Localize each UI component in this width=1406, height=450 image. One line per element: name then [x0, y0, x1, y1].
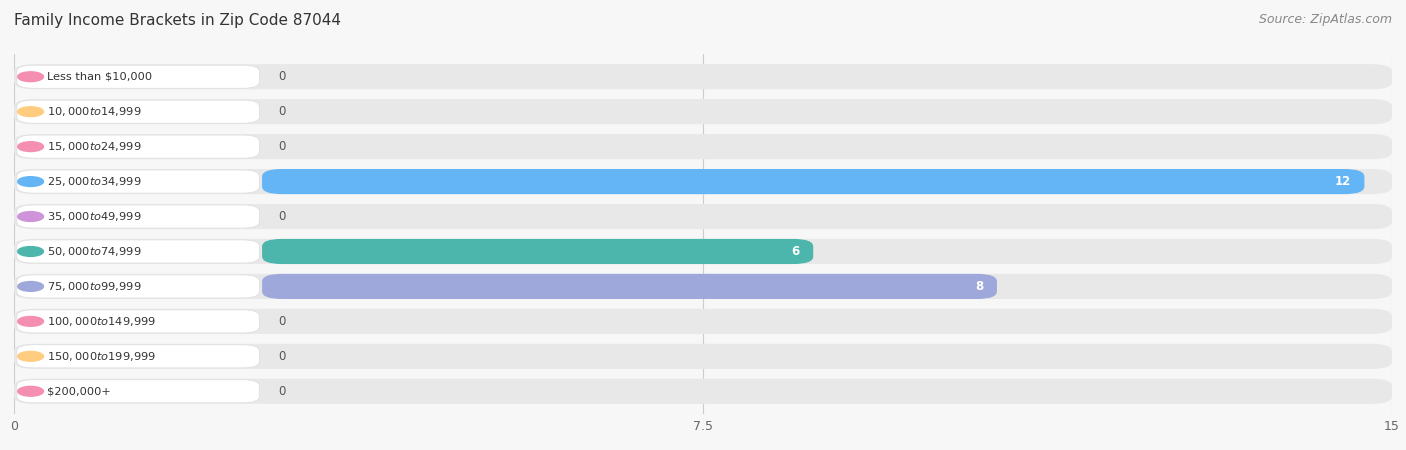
FancyBboxPatch shape [17, 205, 259, 228]
FancyBboxPatch shape [262, 169, 1364, 194]
Circle shape [18, 247, 44, 256]
FancyBboxPatch shape [14, 239, 1392, 264]
FancyBboxPatch shape [17, 170, 259, 193]
Text: $15,000 to $24,999: $15,000 to $24,999 [48, 140, 142, 153]
Text: 8: 8 [974, 280, 983, 293]
Circle shape [18, 212, 44, 221]
Text: 12: 12 [1334, 175, 1351, 188]
Text: 6: 6 [792, 245, 800, 258]
FancyBboxPatch shape [17, 100, 259, 123]
Circle shape [18, 177, 44, 186]
Text: $10,000 to $14,999: $10,000 to $14,999 [48, 105, 142, 118]
Text: 0: 0 [278, 350, 285, 363]
FancyBboxPatch shape [17, 310, 259, 333]
FancyBboxPatch shape [17, 240, 259, 263]
Text: $35,000 to $49,999: $35,000 to $49,999 [48, 210, 142, 223]
Text: $25,000 to $34,999: $25,000 to $34,999 [48, 175, 142, 188]
Text: $100,000 to $149,999: $100,000 to $149,999 [48, 315, 156, 328]
Circle shape [18, 351, 44, 361]
FancyBboxPatch shape [14, 379, 1392, 404]
Text: Less than $10,000: Less than $10,000 [48, 72, 152, 82]
FancyBboxPatch shape [262, 274, 997, 299]
Circle shape [18, 387, 44, 396]
FancyBboxPatch shape [14, 134, 1392, 159]
FancyBboxPatch shape [14, 204, 1392, 229]
FancyBboxPatch shape [17, 275, 259, 298]
Text: $200,000+: $200,000+ [48, 386, 111, 396]
Circle shape [18, 316, 44, 326]
FancyBboxPatch shape [14, 309, 1392, 334]
Text: 0: 0 [278, 70, 285, 83]
Text: Family Income Brackets in Zip Code 87044: Family Income Brackets in Zip Code 87044 [14, 14, 342, 28]
FancyBboxPatch shape [14, 344, 1392, 369]
FancyBboxPatch shape [14, 274, 1392, 299]
Circle shape [18, 72, 44, 81]
Text: $150,000 to $199,999: $150,000 to $199,999 [48, 350, 156, 363]
FancyBboxPatch shape [262, 239, 813, 264]
Circle shape [18, 142, 44, 152]
Circle shape [18, 107, 44, 117]
FancyBboxPatch shape [17, 135, 259, 158]
Text: $75,000 to $99,999: $75,000 to $99,999 [48, 280, 142, 293]
Text: 0: 0 [278, 315, 285, 328]
FancyBboxPatch shape [17, 345, 259, 368]
Text: 0: 0 [278, 210, 285, 223]
FancyBboxPatch shape [14, 99, 1392, 124]
FancyBboxPatch shape [14, 169, 1392, 194]
FancyBboxPatch shape [17, 65, 259, 88]
Text: $50,000 to $74,999: $50,000 to $74,999 [48, 245, 142, 258]
Text: Source: ZipAtlas.com: Source: ZipAtlas.com [1258, 14, 1392, 27]
Circle shape [18, 282, 44, 291]
FancyBboxPatch shape [14, 64, 1392, 89]
Text: 0: 0 [278, 140, 285, 153]
FancyBboxPatch shape [17, 380, 259, 403]
Text: 0: 0 [278, 385, 285, 398]
Text: 0: 0 [278, 105, 285, 118]
